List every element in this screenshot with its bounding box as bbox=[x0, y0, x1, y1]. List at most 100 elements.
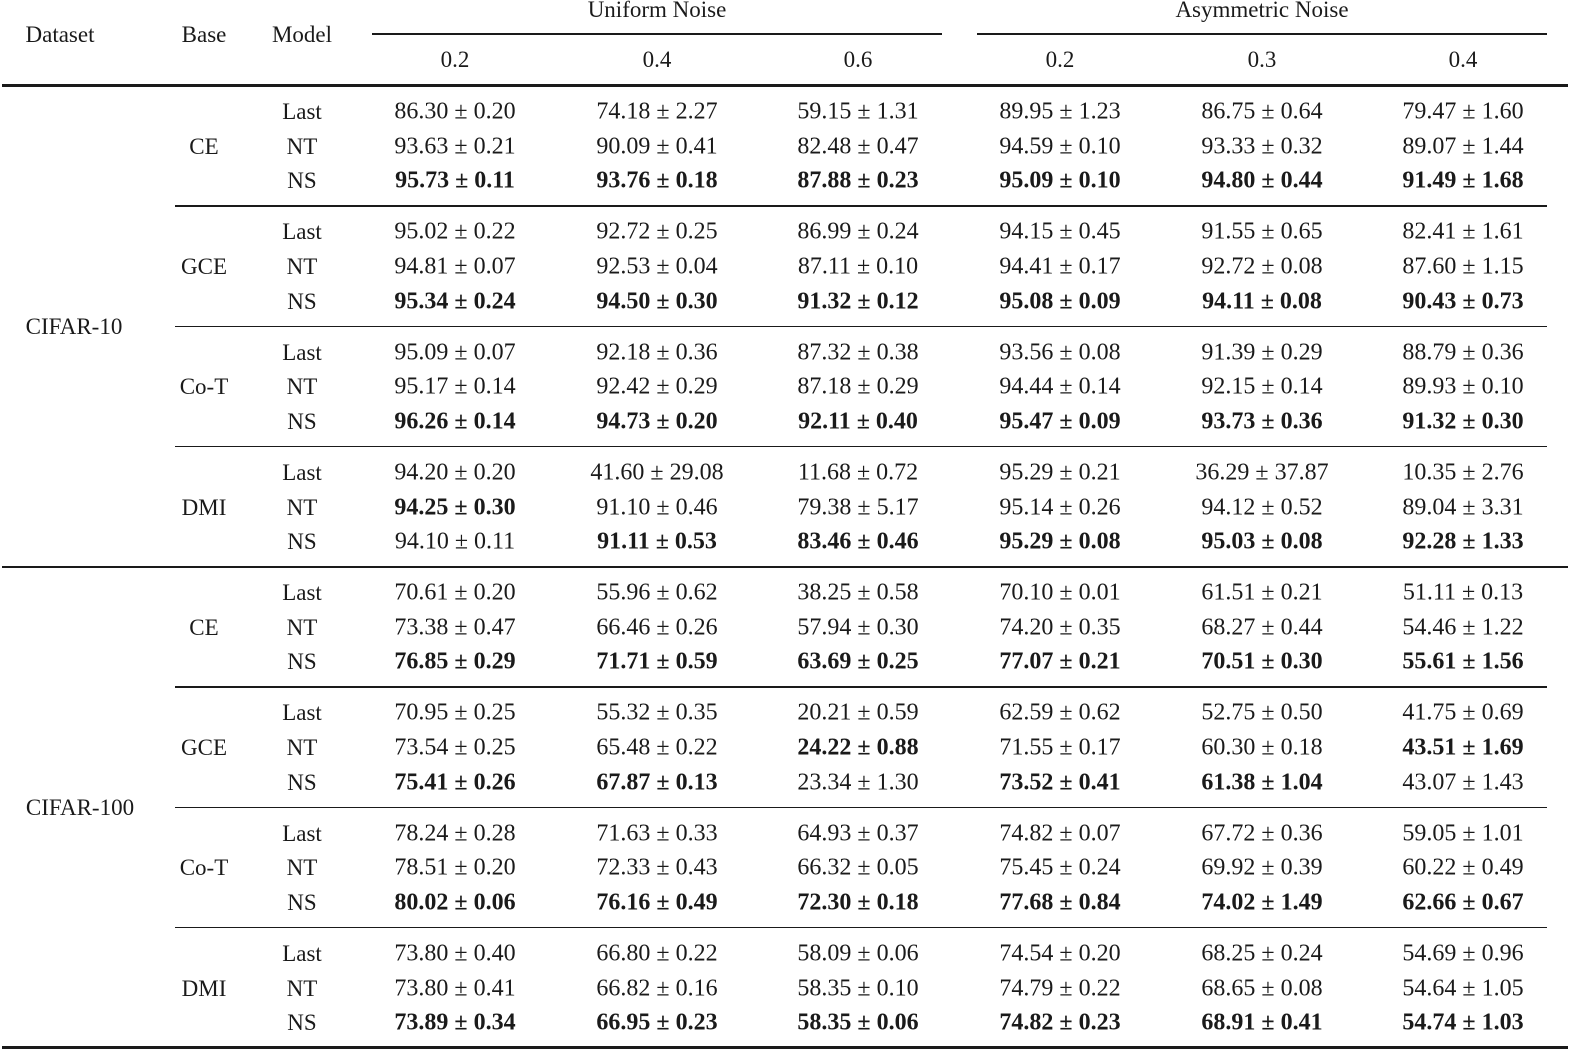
table-cell: 88.79 ± 0.36 bbox=[1402, 339, 1524, 366]
table-cell: 94.81 ± 0.07 bbox=[394, 253, 516, 280]
table-cell: 38.25 ± 0.58 bbox=[797, 579, 919, 606]
table-cell: 77.07 ± 0.21 bbox=[999, 648, 1121, 675]
table-cell: 92.18 ± 0.36 bbox=[596, 339, 718, 366]
table-cell: 79.47 ± 1.60 bbox=[1402, 98, 1524, 125]
table-cell: 66.82 ± 0.16 bbox=[596, 975, 718, 1001]
table-cell: 73.89 ± 0.34 bbox=[394, 1009, 516, 1036]
table-cell: 94.12 ± 0.52 bbox=[1201, 494, 1323, 520]
model-label: NT bbox=[286, 374, 318, 400]
base-separator-rule bbox=[175, 926, 1547, 929]
table-cell: 75.45 ± 0.24 bbox=[999, 854, 1121, 881]
table-cell: 68.27 ± 0.44 bbox=[1201, 614, 1323, 641]
table-cell: 55.96 ± 0.62 bbox=[596, 579, 718, 606]
table-cell: 94.25 ± 0.30 bbox=[394, 494, 516, 520]
base-separator-rule bbox=[175, 325, 1547, 328]
table-cell: 62.66 ± 0.67 bbox=[1402, 889, 1524, 916]
table-cell: 95.02 ± 0.22 bbox=[394, 218, 516, 245]
table-cell: 92.53 ± 0.04 bbox=[596, 253, 718, 280]
table-cell: 82.48 ± 0.47 bbox=[797, 133, 919, 160]
table-cell: 41.60 ± 29.08 bbox=[590, 459, 724, 486]
base-label: DMI bbox=[181, 975, 227, 1001]
table-cell: 93.33 ± 0.32 bbox=[1201, 133, 1323, 160]
table-cell: 74.18 ± 2.27 bbox=[596, 98, 718, 125]
table-cell: 67.87 ± 0.13 bbox=[596, 769, 718, 795]
table-cell: 52.75 ± 0.50 bbox=[1201, 699, 1323, 726]
table-cell: 95.17 ± 0.14 bbox=[394, 373, 516, 400]
table-cell: 74.54 ± 0.20 bbox=[999, 940, 1121, 967]
table-cell: 54.46 ± 1.22 bbox=[1402, 614, 1524, 641]
table-cell: 10.35 ± 2.76 bbox=[1402, 459, 1524, 486]
table-cell: 57.94 ± 0.30 bbox=[797, 614, 919, 641]
table-cell: 36.29 ± 37.87 bbox=[1195, 459, 1329, 486]
table-cell: 89.95 ± 1.23 bbox=[999, 98, 1121, 125]
table-cell: 76.85 ± 0.29 bbox=[394, 648, 516, 675]
base-label: CE bbox=[189, 614, 219, 640]
table-cell: 92.28 ± 1.33 bbox=[1402, 528, 1524, 555]
table-cell: 94.15 ± 0.45 bbox=[999, 218, 1121, 245]
table-cell: 95.09 ± 0.10 bbox=[999, 167, 1121, 194]
table-cell: 82.41 ± 1.61 bbox=[1402, 218, 1524, 245]
table-cell: 66.46 ± 0.26 bbox=[596, 614, 718, 641]
table-cell: 93.56 ± 0.08 bbox=[999, 339, 1121, 366]
table-cell: 72.30 ± 0.18 bbox=[797, 889, 919, 916]
base-separator-rule bbox=[175, 806, 1547, 809]
table-cell: 89.07 ± 1.44 bbox=[1402, 133, 1524, 160]
base-separator-rule bbox=[175, 686, 1547, 688]
table-cell: 90.43 ± 0.73 bbox=[1402, 288, 1524, 314]
table-cell: 63.69 ± 0.25 bbox=[797, 648, 919, 675]
table-cell: 73.52 ± 0.41 bbox=[999, 769, 1121, 795]
table-cell: 73.80 ± 0.40 bbox=[394, 940, 516, 967]
table-cell: 86.75 ± 0.64 bbox=[1201, 98, 1323, 125]
table-cell: 90.09 ± 0.41 bbox=[596, 133, 718, 160]
model-label: NS bbox=[287, 769, 317, 795]
table-cell: 74.02 ± 1.49 bbox=[1201, 889, 1323, 916]
table-cell: 66.32 ± 0.05 bbox=[797, 854, 919, 881]
table-cell: 87.32 ± 0.38 bbox=[797, 339, 919, 366]
table-cell: 64.93 ± 0.37 bbox=[797, 820, 919, 847]
model-label: NS bbox=[287, 1010, 317, 1036]
model-label: NT bbox=[286, 133, 318, 159]
table-cell: 93.73 ± 0.36 bbox=[1201, 408, 1323, 435]
table-cell: 70.10 ± 0.01 bbox=[999, 579, 1121, 606]
cmidrule-uniform bbox=[372, 33, 942, 35]
table-cell: 68.91 ± 0.41 bbox=[1201, 1009, 1323, 1036]
table-cell: 87.88 ± 0.23 bbox=[797, 167, 919, 194]
dataset-label: CIFAR-10 bbox=[25, 314, 123, 340]
model-label: Last bbox=[282, 459, 322, 485]
table-cell: 51.11 ± 0.13 bbox=[1402, 579, 1524, 606]
table-cell: 62.59 ± 0.62 bbox=[999, 699, 1121, 726]
dataset-label: CIFAR-100 bbox=[25, 795, 135, 821]
header-group-uniform-noise: Uniform Noise bbox=[587, 0, 727, 22]
table-cell: 70.51 ± 0.30 bbox=[1201, 648, 1323, 675]
table-cell: 91.32 ± 0.30 bbox=[1402, 408, 1524, 435]
table-cell: 69.92 ± 0.39 bbox=[1201, 854, 1323, 881]
table-cell: 94.10 ± 0.11 bbox=[394, 528, 516, 555]
base-separator-rule bbox=[175, 445, 1547, 448]
table-cell: 77.68 ± 0.84 bbox=[999, 889, 1121, 916]
table-cell: 58.35 ± 0.06 bbox=[797, 1009, 919, 1036]
model-label: Last bbox=[282, 219, 322, 245]
table-cell: 71.55 ± 0.17 bbox=[999, 734, 1121, 761]
table-cell: 54.69 ± 0.96 bbox=[1402, 940, 1524, 967]
table-cell: 94.59 ± 0.10 bbox=[999, 133, 1121, 160]
header-group-asymmetric-noise: Asymmetric Noise bbox=[1175, 0, 1349, 22]
table-cell: 87.18 ± 0.29 bbox=[797, 373, 919, 400]
model-label: Last bbox=[282, 940, 322, 966]
model-label: NT bbox=[286, 253, 318, 279]
dataset-separator-rule bbox=[2, 566, 1568, 568]
table-cell: 23.34 ± 1.30 bbox=[797, 769, 919, 795]
table-cell: 60.22 ± 0.49 bbox=[1402, 854, 1524, 881]
model-label: NT bbox=[286, 734, 318, 760]
table-cell: 71.71 ± 0.59 bbox=[596, 648, 718, 675]
table-cell: 95.34 ± 0.24 bbox=[394, 288, 516, 314]
table-cell: 94.20 ± 0.20 bbox=[394, 459, 516, 486]
model-label: NS bbox=[287, 889, 317, 915]
table-cell: 68.25 ± 0.24 bbox=[1201, 940, 1323, 967]
bottom-rule bbox=[2, 1046, 1568, 1049]
cmidrule-asymmetric bbox=[977, 33, 1547, 35]
table-cell: 92.42 ± 0.29 bbox=[596, 373, 718, 400]
table-cell: 41.75 ± 0.69 bbox=[1402, 699, 1524, 726]
table-cell: 59.05 ± 1.01 bbox=[1402, 820, 1524, 847]
header-dataset: Dataset bbox=[25, 22, 95, 47]
base-label: Co-T bbox=[179, 855, 229, 881]
